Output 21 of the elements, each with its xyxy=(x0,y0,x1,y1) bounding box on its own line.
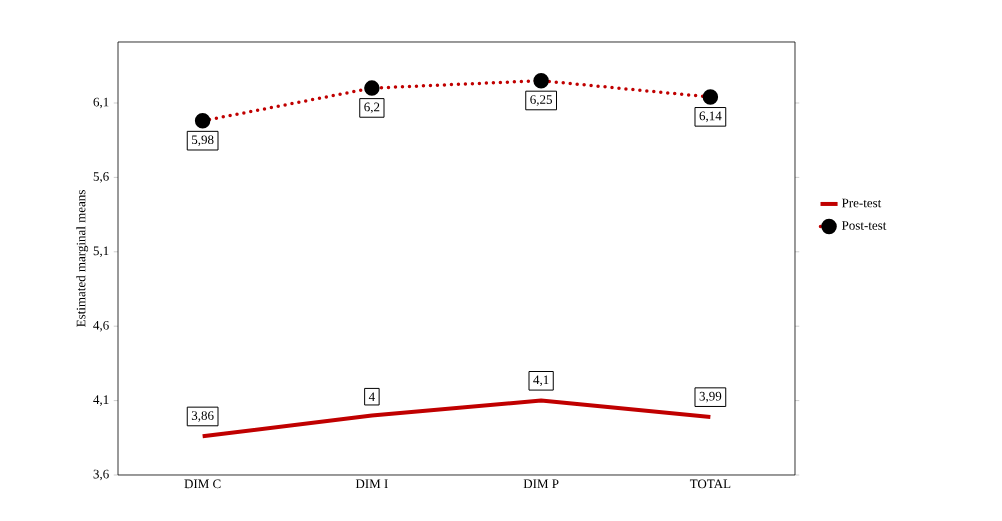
x-tick-label: TOTAL xyxy=(689,479,731,489)
x-tick-label: DIM C xyxy=(184,479,221,489)
data-label: 4 xyxy=(368,392,375,401)
data-label: 5,98 xyxy=(192,135,214,146)
y-tick-label: 3,6 xyxy=(93,469,109,481)
y-tick-label: 5,6 xyxy=(93,172,109,183)
y-axis-title: Estimated marginal means xyxy=(76,190,89,327)
y-tick-label: 6,1 xyxy=(93,97,109,109)
y-tick-label: 4,1 xyxy=(93,395,109,406)
x-tick-label: DIM I xyxy=(355,479,388,489)
x-tick-label: DIM P xyxy=(523,479,559,489)
data-label: 4,1 xyxy=(533,375,549,387)
data-label: 6,14 xyxy=(699,111,722,123)
y-tick-label: 4,6 xyxy=(93,320,109,332)
data-label: 6,2 xyxy=(364,102,380,114)
legend-label: Post-test xyxy=(841,221,887,230)
y-tick-label: 5,1 xyxy=(93,246,109,258)
data-label: 3,99 xyxy=(699,391,722,403)
data-label: 3,86 xyxy=(191,411,214,422)
legend-label: Pre-test xyxy=(841,198,882,208)
data-label: 6,25 xyxy=(530,95,552,106)
